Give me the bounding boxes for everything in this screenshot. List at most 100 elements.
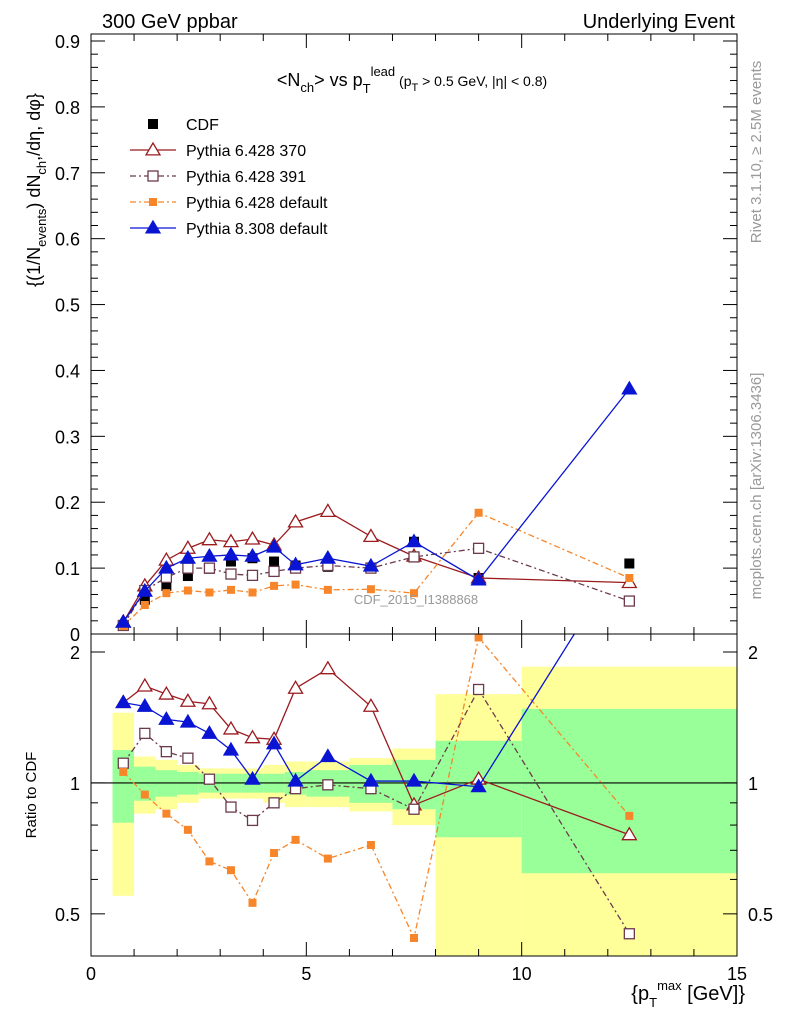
ratio-point: [470, 778, 487, 793]
ratio-point: [410, 933, 418, 942]
data-point: [222, 546, 240, 561]
ratio-point: [225, 801, 237, 813]
ratio-point: [248, 898, 257, 907]
data-point: [161, 580, 172, 591]
legend-marker: [144, 219, 162, 234]
y-tick-label: 0.5: [55, 296, 80, 316]
ratio-point: [472, 683, 485, 696]
y-tick-label: 0.1: [55, 559, 80, 579]
ratio-point: [319, 748, 337, 763]
y-tick-label-right: 2: [748, 643, 758, 663]
ratio-point: [160, 746, 173, 758]
x-tick-label: 0: [86, 964, 96, 984]
y-axis-label: {(1/Nevents) dNch,/dη, dφ}: [24, 93, 49, 287]
ratio-point: [179, 713, 197, 728]
data-point: [291, 580, 300, 589]
data-point: [201, 547, 218, 562]
ratio-point: [474, 634, 483, 642]
data-point: [624, 558, 635, 569]
ratio-point: [222, 741, 240, 756]
x-tick-label: 5: [301, 964, 311, 984]
watermark: CDF_2015_I1388868: [354, 592, 478, 607]
ratio-line: [122, 636, 630, 941]
data-point: [140, 601, 149, 610]
x-axis-label: {pTmax [GeV]}: [631, 978, 745, 1010]
data-point: [158, 559, 175, 574]
data-point: [623, 595, 635, 607]
legend-marker: [147, 170, 159, 182]
legend-label: Pythia 6.428 default: [186, 195, 328, 212]
ratio-series-pythia-6-428-default: [119, 634, 634, 942]
legend-marker: [149, 198, 157, 206]
ratio-panel: 0 5 10 15 0.5 0.5 1 1 2 2 Ratio to CDF {pTmax [Ge…: [23, 539, 773, 1010]
x-tick-label: 10: [512, 964, 532, 984]
y-tick-label: 0.9: [55, 32, 80, 52]
ratio-y-axis-label: Ratio to CDF: [23, 752, 40, 839]
legend-label: CDF: [186, 117, 219, 134]
lower-frame: [90, 633, 738, 957]
series-pythia-6-428-default: [119, 508, 634, 631]
ratio-point: [322, 779, 334, 791]
band-green: [134, 766, 156, 801]
ratio-point: [136, 698, 153, 712]
data-point: [470, 571, 487, 586]
data-point: [270, 581, 279, 590]
data-point: [474, 508, 483, 517]
ratio-point: [201, 695, 218, 710]
data-point: [183, 586, 192, 595]
y-tick-label: 0.7: [55, 164, 80, 184]
legend-entry: Pythia 6.428 default: [130, 195, 328, 212]
ratio-point: [323, 854, 332, 863]
header-left: 300 GeV ppbar: [102, 11, 238, 33]
y-tick-label-right: 1: [748, 774, 758, 794]
data-point: [139, 594, 150, 605]
ratio-point: [246, 814, 259, 827]
y-tick-label: 0.6: [55, 230, 80, 250]
header-right: Underlying Event: [583, 11, 736, 33]
ratio-point: [162, 809, 171, 818]
data-point: [621, 380, 638, 395]
ratio-point: [362, 772, 380, 787]
ratio-point: [115, 694, 132, 709]
y-tick-label: 0.5: [55, 905, 80, 925]
data-point: [162, 589, 171, 598]
data-point: [136, 582, 153, 597]
ratio-point: [205, 857, 214, 866]
data-point: [265, 538, 283, 553]
data-point: [269, 556, 280, 567]
ratio-point: [265, 735, 283, 750]
rivet-version: Rivet 3.1.10, ≥ 2.5M events: [748, 61, 765, 244]
ratio-series: [115, 539, 638, 942]
data-point: [287, 513, 304, 528]
data-point: [160, 571, 173, 583]
ratio-point: [244, 770, 261, 785]
y-tick-label: 1: [70, 774, 80, 794]
legend-label: Pythia 6.428 391: [186, 169, 306, 186]
ratio-point: [287, 680, 304, 694]
ratio-point: [203, 773, 216, 785]
band-green: [521, 708, 737, 874]
upper-panel: <Nch> vs pTlead (pT > 0.5 GeV, |η| < 0.8…: [24, 32, 738, 645]
legend-label: Pythia 6.428 370: [186, 143, 306, 160]
y-tick-label: 0.2: [55, 493, 80, 513]
legend-marker: [144, 141, 162, 156]
ratio-point: [268, 797, 280, 809]
ratio-point: [158, 711, 175, 725]
data-point: [287, 556, 304, 571]
ratio-point: [136, 677, 153, 692]
ratio-series-pythia-6-428-391: [117, 683, 635, 940]
data-point: [182, 571, 193, 582]
data-point: [179, 549, 197, 564]
legend-entry: Pythia 6.428 391: [130, 169, 306, 186]
ratio-point: [140, 790, 149, 799]
ratio-point: [179, 693, 197, 707]
y-tick-label: 0.3: [55, 427, 80, 447]
data-point: [115, 613, 132, 628]
ratio-point: [291, 835, 300, 844]
ratio-point: [201, 725, 218, 739]
series-pythia-6-428-391: [117, 542, 635, 632]
data-point: [323, 585, 332, 594]
ratio-point: [139, 727, 151, 740]
ratio-point: [622, 539, 636, 551]
